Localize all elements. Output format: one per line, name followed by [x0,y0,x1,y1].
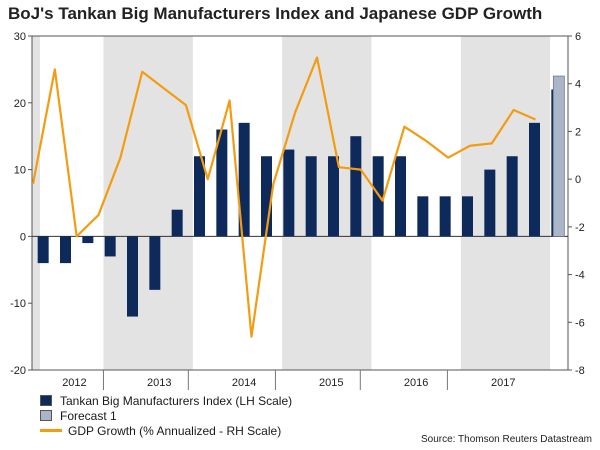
tankan-bar [261,156,272,237]
x-year-label: 2014 [232,377,256,389]
legend: Tankan Big Manufacturers Index (LH Scale… [40,393,292,438]
tankan-bar [238,122,250,237]
legend-item-gdp: GDP Growth (% Annualized - RH Scale) [40,423,292,438]
tankan-bar [216,129,228,237]
right-tick-label: 0 [575,174,581,186]
year-band-2013 [103,36,193,370]
right-tick-label: -4 [575,270,585,282]
legend-line-gdp [40,429,62,432]
tankan-bar [82,236,94,244]
legend-label-forecast: Forecast 1 [60,408,117,423]
legend-label-tankan: Tankan Big Manufacturers Index (LH Scale… [60,393,293,408]
forecast-bar [552,75,565,237]
tankan-bar [506,156,518,237]
x-year-label: 2017 [491,377,515,389]
left-axis: 30 20 10 0 -10 -20 [10,31,32,377]
gdp-line [31,56,536,338]
tankan-bars [37,75,565,317]
legend-swatch-forecast [40,410,52,421]
tankan-bar [439,196,451,237]
x-year-label: 2012 [62,377,86,389]
x-axis: 2012 2013 2014 2015 2016 2017 [62,370,515,390]
gdp-growth-line [31,56,536,338]
tankan-bar [305,156,317,237]
tankan-bar [149,236,161,290]
left-tick-label: 10 [14,165,26,177]
legend-swatch-tankan [40,395,52,406]
source-note: Source: Thomson Reuters Datastream [420,434,592,445]
tankan-bar [328,156,339,237]
left-tick-label: 20 [14,98,26,110]
legend-item-forecast: Forecast 1 [40,408,292,423]
right-axis: 6 4 2 0 -2 -4 -6 -8 [568,31,585,377]
tankan-bar [127,236,138,317]
right-tick-label: 4 [575,79,581,91]
plot-border [31,35,569,371]
tankan-bar [462,196,473,237]
tankan-bar [194,156,205,237]
right-tick-label: -6 [575,317,585,329]
right-tick-label: 2 [575,126,581,138]
tankan-bar [395,156,406,237]
tankan-bar [104,236,116,257]
left-tick-label: -10 [10,298,26,310]
tankan-bar [529,122,540,237]
tankan-bar [484,169,496,237]
tankan-bar [372,156,384,237]
right-tick-label: 6 [575,31,581,43]
legend-label-gdp: GDP Growth (% Annualized - RH Scale) [68,423,282,438]
tankan-bar [37,236,49,264]
x-year-label: 2016 [404,377,428,389]
tankan-bar [417,196,429,237]
tankan-bar [350,136,362,237]
legend-item-tankan: Tankan Big Manufacturers Index (LH Scale… [40,393,292,408]
left-tick-label: 0 [20,231,26,243]
year-band-edge [32,36,40,370]
x-year-label: 2015 [319,377,343,389]
tankan-bar [171,209,183,237]
right-tick-label: -2 [575,222,585,234]
tankan-bar [60,236,71,264]
chart-title: BoJ's Tankan Big Manufacturers Index and… [8,4,543,23]
left-tick-label: 30 [14,31,26,43]
left-tick-label: -20 [10,365,26,377]
x-year-label: 2013 [147,377,171,389]
tankan-bar [283,149,295,237]
right-tick-label: -8 [575,365,585,377]
